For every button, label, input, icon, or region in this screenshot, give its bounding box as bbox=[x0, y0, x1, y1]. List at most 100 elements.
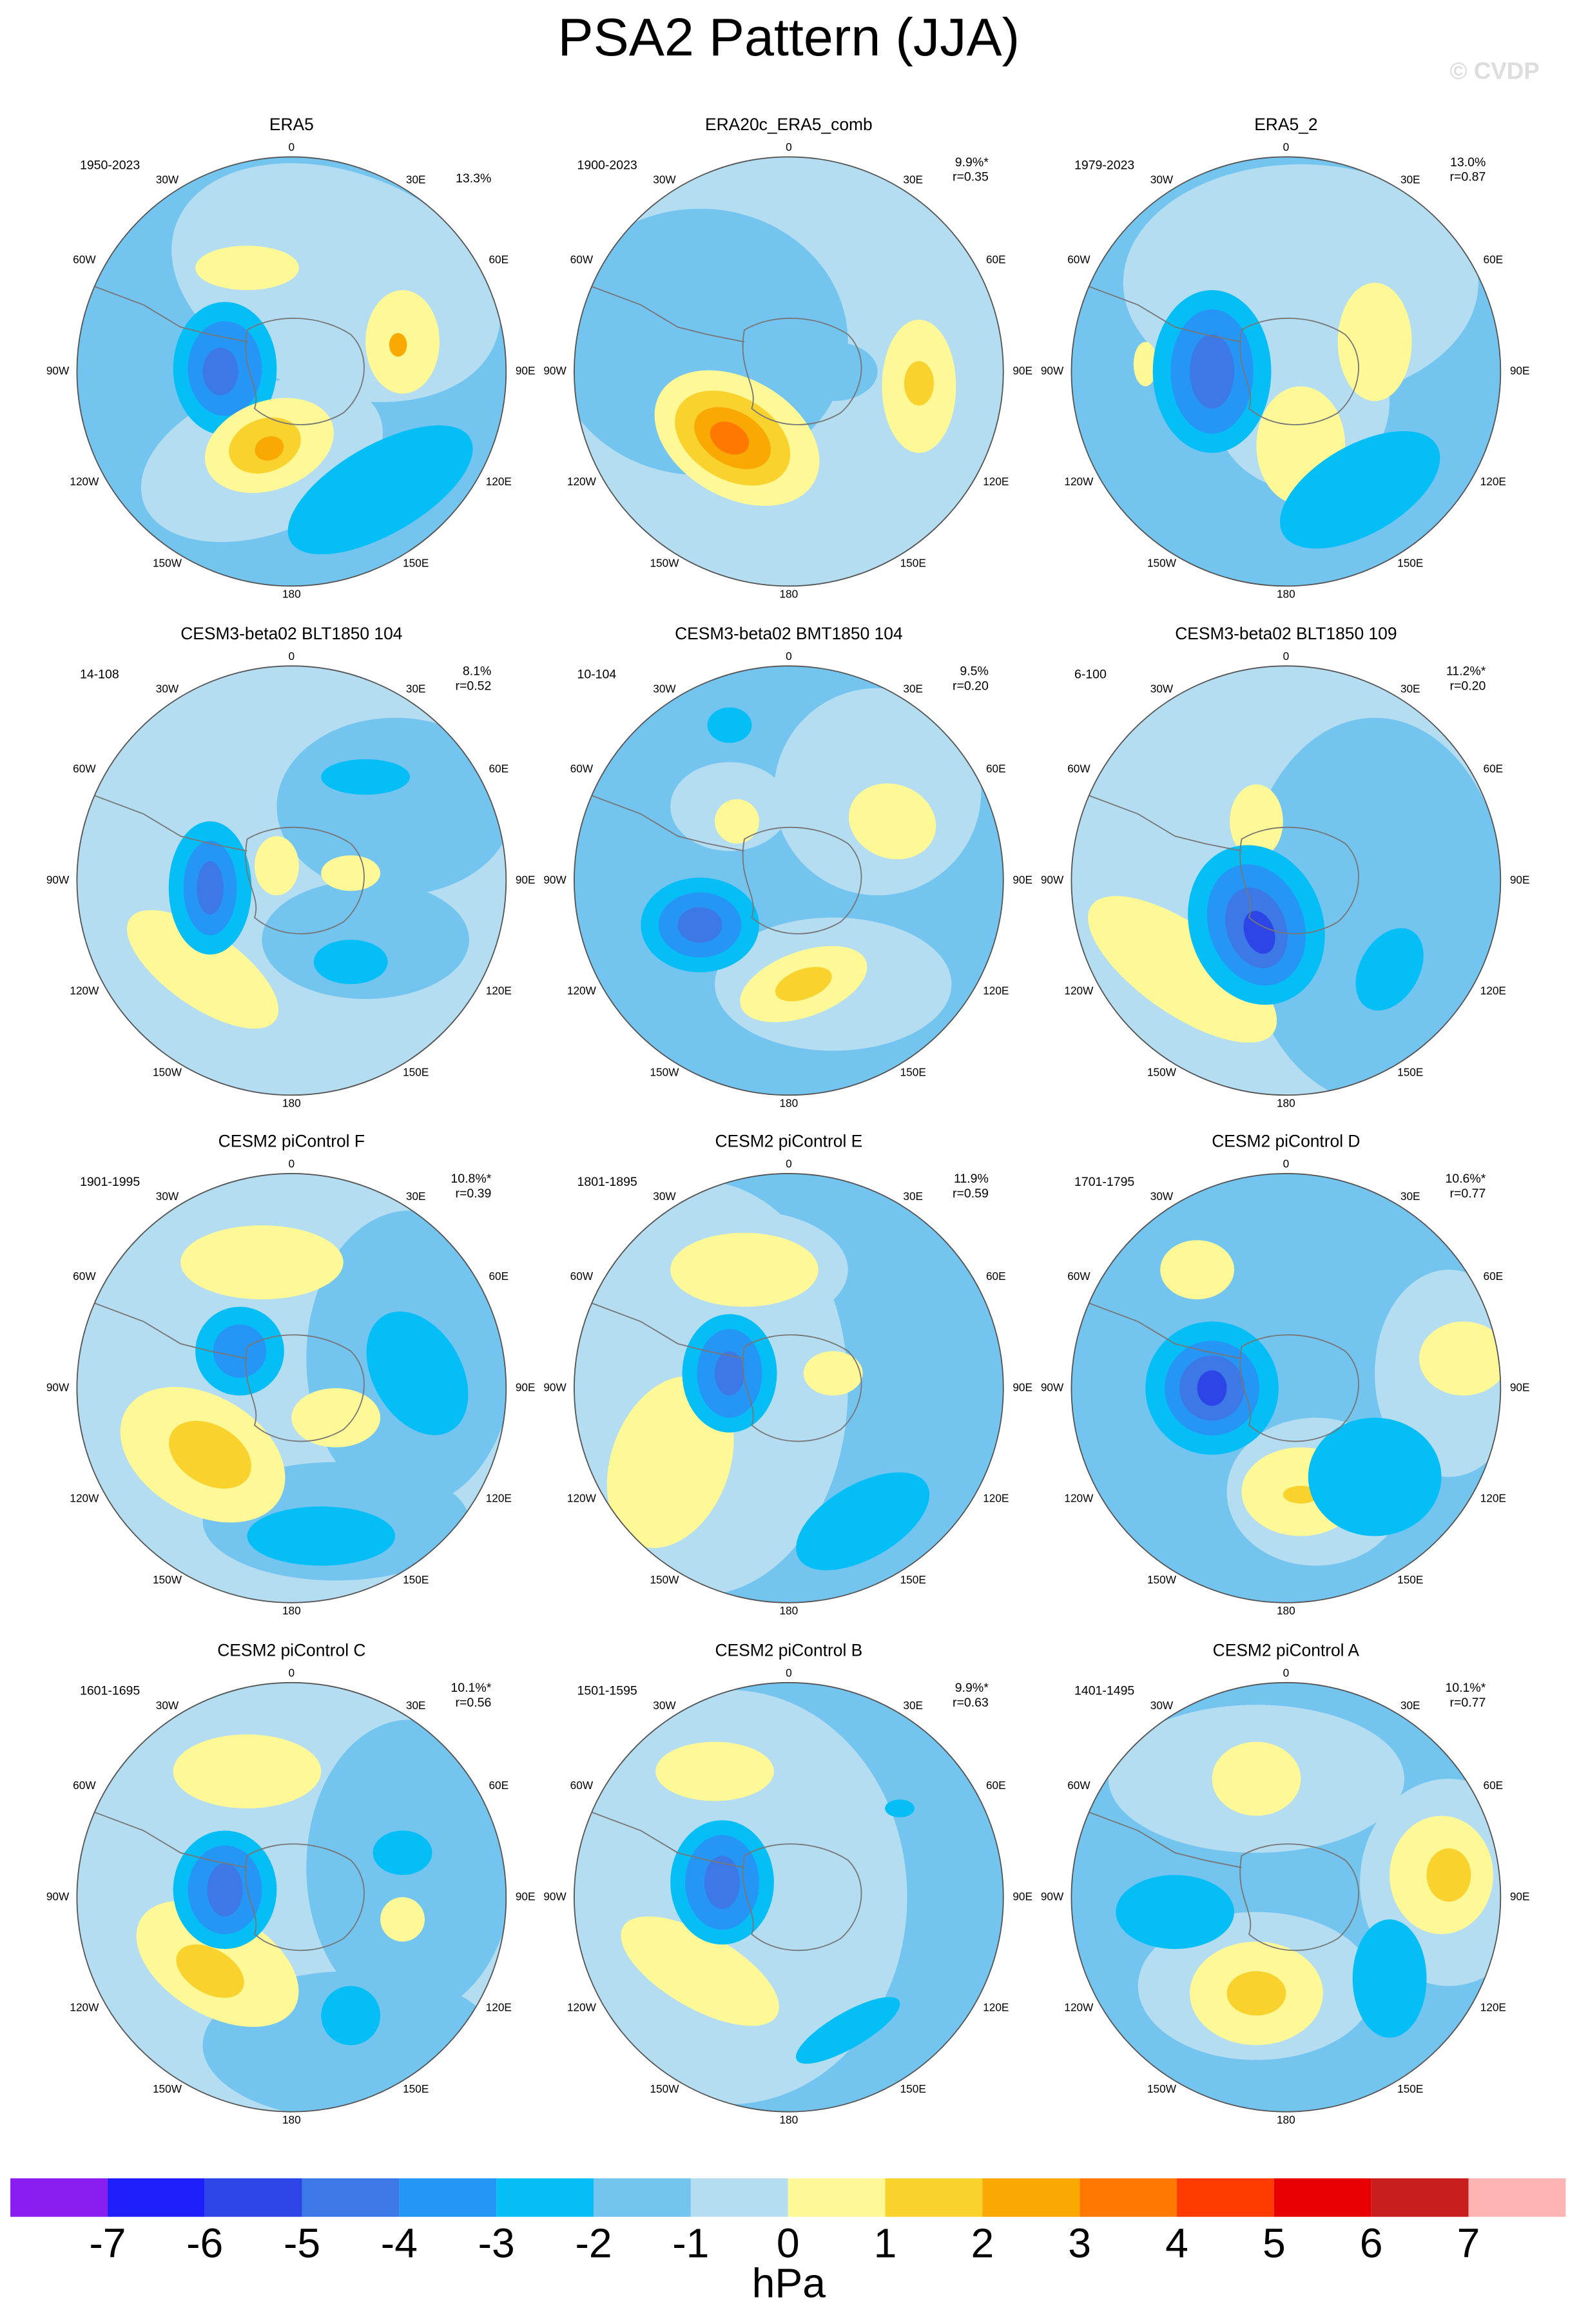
contour-region bbox=[1355, 928, 1424, 1011]
contour-region bbox=[276, 717, 507, 896]
longitude-label: 120E bbox=[983, 475, 1009, 488]
contour-region bbox=[655, 1741, 774, 1801]
period: 1900-2023 bbox=[577, 158, 637, 172]
contour-region bbox=[262, 880, 469, 999]
contour-region bbox=[848, 783, 936, 860]
longitude-label: 120W bbox=[70, 1492, 99, 1505]
contour-region bbox=[1283, 1486, 1319, 1504]
map-border bbox=[1070, 1681, 1502, 2113]
map-panel bbox=[574, 1682, 1003, 2112]
colorbar-tick-label: 0 bbox=[777, 2220, 800, 2267]
pattern-correlation: r=0.87 bbox=[1449, 170, 1486, 184]
colorbar-tick-label: 6 bbox=[1360, 2220, 1383, 2267]
longitude-label: 60W bbox=[570, 1779, 594, 1792]
map-panel bbox=[77, 157, 507, 586]
coastline bbox=[581, 282, 862, 425]
longitude-label: 0 bbox=[786, 140, 792, 153]
longitude-label: 90W bbox=[46, 873, 70, 886]
coastline bbox=[84, 791, 365, 934]
contour-region bbox=[1308, 1417, 1442, 1536]
map-border bbox=[76, 1172, 507, 1603]
figure-title: PSA2 Pattern (JJA) bbox=[558, 7, 1020, 67]
map-border bbox=[1070, 156, 1502, 587]
longitude-label: 0 bbox=[289, 140, 295, 153]
variance-percent: 11.2%* bbox=[1446, 664, 1486, 679]
longitude-label: 90W bbox=[1041, 1380, 1064, 1393]
longitude-label: 180 bbox=[779, 588, 798, 601]
colorbar-box bbox=[1371, 2178, 1469, 2217]
longitude-label: 30W bbox=[156, 683, 179, 695]
longitude-label: 30E bbox=[903, 683, 923, 695]
variance-percent: 13.3% bbox=[456, 171, 491, 186]
contour-region bbox=[1426, 1848, 1471, 1902]
longitude-label: 90E bbox=[516, 1890, 536, 1903]
variance-percent: 10.8%* bbox=[450, 1172, 491, 1186]
longitude-label: 90W bbox=[543, 364, 567, 377]
contour-region bbox=[247, 1506, 396, 1566]
coastline bbox=[581, 791, 862, 934]
longitude-label: 60E bbox=[489, 253, 509, 266]
contour-region bbox=[904, 361, 934, 406]
longitude-label: 120W bbox=[70, 984, 99, 997]
panel-title: ERA5 bbox=[269, 115, 314, 134]
longitude-label: 30W bbox=[156, 173, 179, 186]
panel-title: CESM2 piControl B bbox=[715, 1641, 862, 1660]
longitude-label: 150E bbox=[900, 556, 926, 569]
longitude-label: 60W bbox=[73, 1270, 96, 1283]
longitude-label: 90E bbox=[1012, 1380, 1032, 1393]
contour-region bbox=[202, 347, 238, 396]
contour-region bbox=[1190, 334, 1234, 409]
colorbar-box bbox=[107, 2178, 205, 2217]
pattern-correlation: r=0.39 bbox=[455, 1186, 491, 1201]
pattern-correlation: r=0.63 bbox=[953, 1696, 989, 1710]
longitude-label: 150E bbox=[403, 1573, 429, 1586]
map-panel bbox=[1071, 1173, 1501, 1603]
colorbar-tick-label: -1 bbox=[672, 2220, 709, 2267]
period: 10-104 bbox=[577, 667, 617, 681]
longitude-label: 90W bbox=[46, 1890, 70, 1903]
contour-region bbox=[389, 333, 407, 357]
longitude-label: 120E bbox=[486, 475, 512, 488]
longitude-label: 150W bbox=[650, 1065, 679, 1078]
pattern-correlation: r=0.20 bbox=[953, 679, 989, 693]
contour-region bbox=[621, 1916, 779, 2026]
colorbar-tick-label: 4 bbox=[1165, 2220, 1188, 2267]
longitude-label: 60E bbox=[986, 1270, 1006, 1283]
longitude-label: 150W bbox=[650, 2082, 679, 2095]
colorbar-tick-label: 5 bbox=[1263, 2220, 1286, 2267]
coastline bbox=[84, 1299, 365, 1442]
contour-region bbox=[173, 1734, 322, 1808]
longitude-label: 30E bbox=[1400, 1699, 1420, 1712]
colorbar-box bbox=[302, 2178, 400, 2217]
longitude-label: 120W bbox=[1064, 475, 1094, 488]
contour-region bbox=[715, 1351, 744, 1396]
longitude-label: 60E bbox=[1484, 1270, 1504, 1283]
longitude-label: 30W bbox=[156, 1190, 179, 1203]
contour-region bbox=[321, 1986, 381, 2046]
colorbar-tick-label: -3 bbox=[478, 2220, 515, 2267]
longitude-label: 30W bbox=[156, 1699, 179, 1712]
map-panel bbox=[1071, 157, 1501, 586]
map-panel bbox=[77, 1173, 507, 1603]
longitude-label: 150W bbox=[650, 556, 679, 569]
contour-region bbox=[373, 1830, 432, 1875]
longitude-label: 120W bbox=[1064, 984, 1094, 997]
longitude-label: 120E bbox=[1480, 984, 1506, 997]
longitude-label: 60W bbox=[570, 253, 594, 266]
longitude-label: 120W bbox=[567, 475, 597, 488]
longitude-label: 60W bbox=[570, 762, 594, 775]
contour-region bbox=[715, 799, 759, 844]
contour-region bbox=[1279, 431, 1440, 549]
panel-title: ERA5_2 bbox=[1254, 115, 1317, 134]
longitude-label: 90E bbox=[1510, 364, 1530, 377]
contour-region bbox=[254, 836, 299, 896]
longitude-label: 30E bbox=[903, 173, 923, 186]
longitude-label: 0 bbox=[289, 1157, 295, 1170]
contour-region bbox=[180, 1225, 344, 1300]
longitude-label: 150E bbox=[403, 2082, 429, 2095]
longitude-label: 60W bbox=[73, 253, 96, 266]
map-border bbox=[573, 665, 1004, 1096]
contour-region bbox=[1088, 896, 1277, 1043]
longitude-label: 30E bbox=[406, 1190, 426, 1203]
panel-title: CESM2 piControl F bbox=[218, 1132, 365, 1151]
